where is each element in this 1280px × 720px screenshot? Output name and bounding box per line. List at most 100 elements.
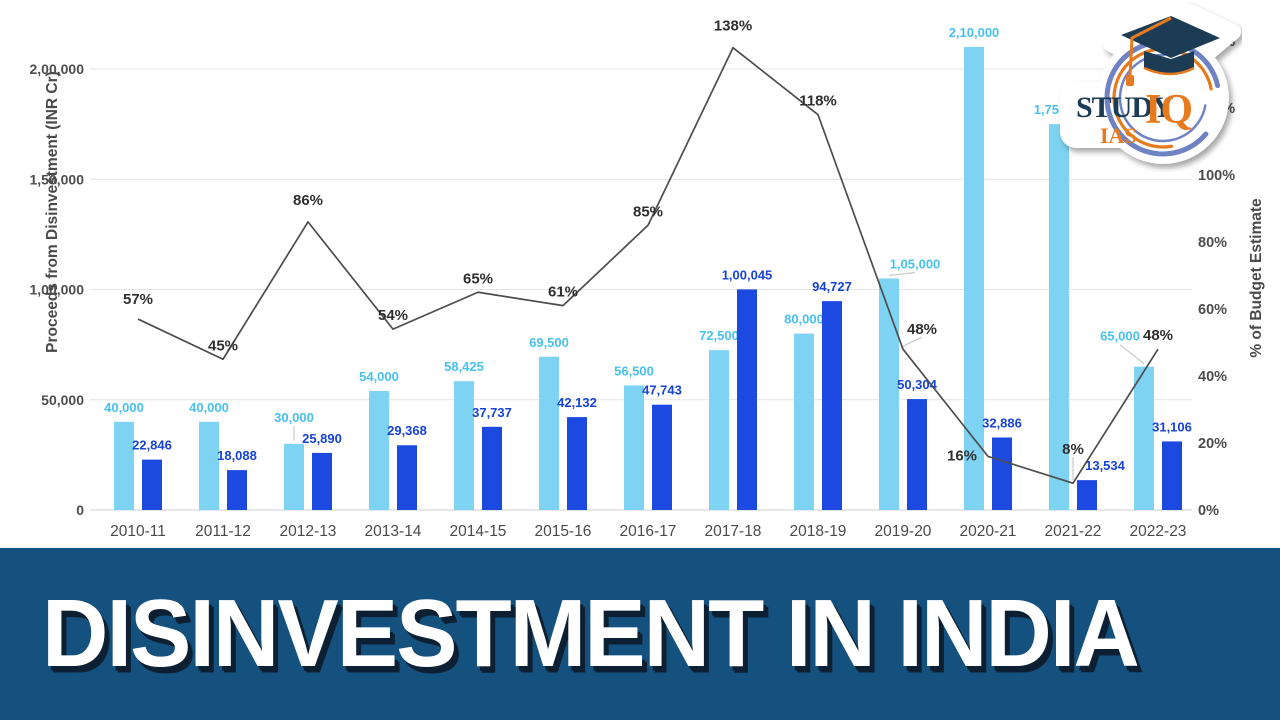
left-axis-title: Proceeds from Disinvestment (INR Cr) bbox=[44, 71, 61, 353]
percentage-label: 8% bbox=[1062, 441, 1084, 458]
swirl-icon bbox=[1104, 39, 1222, 157]
x-axis-label: 2013-14 bbox=[365, 523, 422, 540]
actual-bar bbox=[227, 470, 247, 510]
actual-bar bbox=[1077, 480, 1097, 510]
x-axis-label: 2018-19 bbox=[790, 523, 847, 540]
x-axis-label: 2019-20 bbox=[875, 523, 932, 540]
bar-value-label: 40,000 bbox=[189, 400, 229, 415]
bar-value-label: 65,000 bbox=[1100, 329, 1140, 344]
target-bar bbox=[964, 46, 984, 510]
graduation-cap-icon bbox=[1121, 16, 1220, 86]
target-bar bbox=[454, 381, 474, 510]
actual-bar bbox=[907, 399, 927, 510]
bar-value-label: 18,088 bbox=[217, 448, 257, 463]
bar-value-label: 47,743 bbox=[642, 383, 682, 398]
label-leader-line bbox=[888, 271, 916, 277]
percentage-label: 138% bbox=[714, 18, 752, 35]
actual-bar bbox=[992, 437, 1012, 510]
label-leader-line bbox=[902, 336, 923, 347]
actual-bar bbox=[482, 426, 502, 510]
left-axis-tick: 1,50,000 bbox=[30, 171, 85, 187]
percentage-label: 16% bbox=[947, 447, 977, 464]
percentage-label: 54% bbox=[378, 307, 408, 324]
bar-value-label: 32,886 bbox=[982, 415, 1022, 430]
right-axis-tick: 60% bbox=[1198, 302, 1227, 318]
actual-bar bbox=[737, 289, 757, 510]
right-axis-tick: 20% bbox=[1198, 436, 1227, 452]
percentage-label: 65% bbox=[463, 270, 493, 287]
bar-value-label: 1,05,000 bbox=[890, 256, 941, 271]
target-bar bbox=[284, 443, 304, 510]
page-title: DISINVESTMENT IN INDIA bbox=[42, 580, 1140, 687]
left-axis-tick: 0 bbox=[76, 502, 84, 518]
bar-value-label: 80,000 bbox=[784, 312, 824, 327]
target-bar bbox=[1134, 366, 1154, 510]
right-axis-title: % of Budget Estimate bbox=[1248, 198, 1265, 358]
percentage-label: 57% bbox=[123, 291, 153, 308]
percentage-label: 118% bbox=[799, 93, 837, 110]
actual-bar bbox=[1162, 441, 1182, 510]
title-banner: DISINVESTMENT IN INDIA bbox=[0, 548, 1280, 720]
x-axis-label: 2022-23 bbox=[1130, 523, 1187, 540]
target-bar bbox=[369, 390, 389, 510]
x-axis-label: 2010-11 bbox=[110, 523, 166, 540]
right-axis-tick: 0% bbox=[1198, 503, 1219, 519]
bar-value-label: 72,500 bbox=[699, 328, 739, 343]
bar-value-label: 2,10,000 bbox=[949, 25, 1000, 40]
percentage-line bbox=[137, 46, 1159, 485]
target-bar bbox=[879, 278, 899, 510]
logo-iq-text: IQ bbox=[1145, 87, 1192, 133]
bar-value-label: 56,500 bbox=[614, 363, 654, 378]
chart-panel: 0 50,000 1,00,000 1,50,000 2,00,000 0% 20% 40% 6… bbox=[29, 2, 1265, 540]
x-axis-label: 2017-18 bbox=[705, 523, 762, 540]
percentage-label: 85% bbox=[633, 203, 663, 220]
percentage-label: 61% bbox=[548, 284, 578, 301]
percentage-label: 86% bbox=[293, 192, 323, 209]
target-bar bbox=[539, 356, 559, 510]
actual-bar bbox=[397, 445, 417, 510]
actual-bar bbox=[567, 417, 587, 510]
logo-study-text: STUDY bbox=[1076, 91, 1174, 124]
percentage-label: 48% bbox=[1143, 327, 1173, 344]
target-bar bbox=[199, 421, 219, 510]
bar-value-label: 42,132 bbox=[557, 395, 597, 410]
x-axis-label: 2016-17 bbox=[620, 523, 677, 540]
right-axis-tick: 80% bbox=[1198, 235, 1227, 251]
x-axis-label: 2015-16 bbox=[535, 523, 592, 540]
right-axis-tick: 100% bbox=[1198, 168, 1235, 184]
bar-value-label: 30,000 bbox=[274, 410, 314, 425]
right-axis-tick: 40% bbox=[1198, 369, 1227, 385]
x-axis-label: 2014-15 bbox=[450, 523, 507, 540]
bar-value-label: 69,500 bbox=[529, 335, 569, 350]
bar-value-label: 25,890 bbox=[302, 431, 342, 446]
bar-value-label: 31,106 bbox=[1152, 419, 1192, 434]
x-axis-label: 2012-13 bbox=[280, 523, 337, 540]
bar-value-label: 22,846 bbox=[132, 438, 172, 453]
bar-value-label: 94,727 bbox=[812, 279, 852, 294]
x-axis-label: 2020-21 bbox=[960, 523, 1017, 540]
x-axis-label: 2011-12 bbox=[195, 523, 251, 540]
target-bar bbox=[794, 333, 814, 510]
x-axis-label: 2021-22 bbox=[1045, 523, 1102, 540]
target-bar bbox=[709, 350, 729, 510]
bar-value-label: 40,000 bbox=[104, 400, 144, 415]
bar-value-label: 58,425 bbox=[444, 359, 484, 374]
target-bar bbox=[624, 385, 644, 510]
percentage-label: 45% bbox=[208, 337, 238, 354]
left-axis-tick: 50,000 bbox=[41, 392, 84, 408]
studyiq-logo: STUDY IQ IAS bbox=[1060, 2, 1241, 164]
actual-bar bbox=[142, 459, 162, 510]
bar-value-label: 13,534 bbox=[1085, 458, 1126, 473]
bar-value-label: 29,368 bbox=[387, 423, 427, 438]
label-leader-line bbox=[1119, 344, 1145, 365]
logo-ias-text: IAS bbox=[1100, 123, 1137, 148]
bar-value-label: 54,000 bbox=[359, 369, 399, 384]
actual-bar bbox=[822, 301, 842, 510]
bar-value-label: 37,737 bbox=[472, 405, 512, 420]
bar-value-label: 1,00,045 bbox=[722, 267, 773, 282]
left-axis-tick: 1,00,000 bbox=[30, 282, 85, 298]
actual-bar bbox=[652, 404, 672, 510]
target-bar bbox=[1049, 124, 1069, 510]
target-bar bbox=[114, 421, 134, 510]
